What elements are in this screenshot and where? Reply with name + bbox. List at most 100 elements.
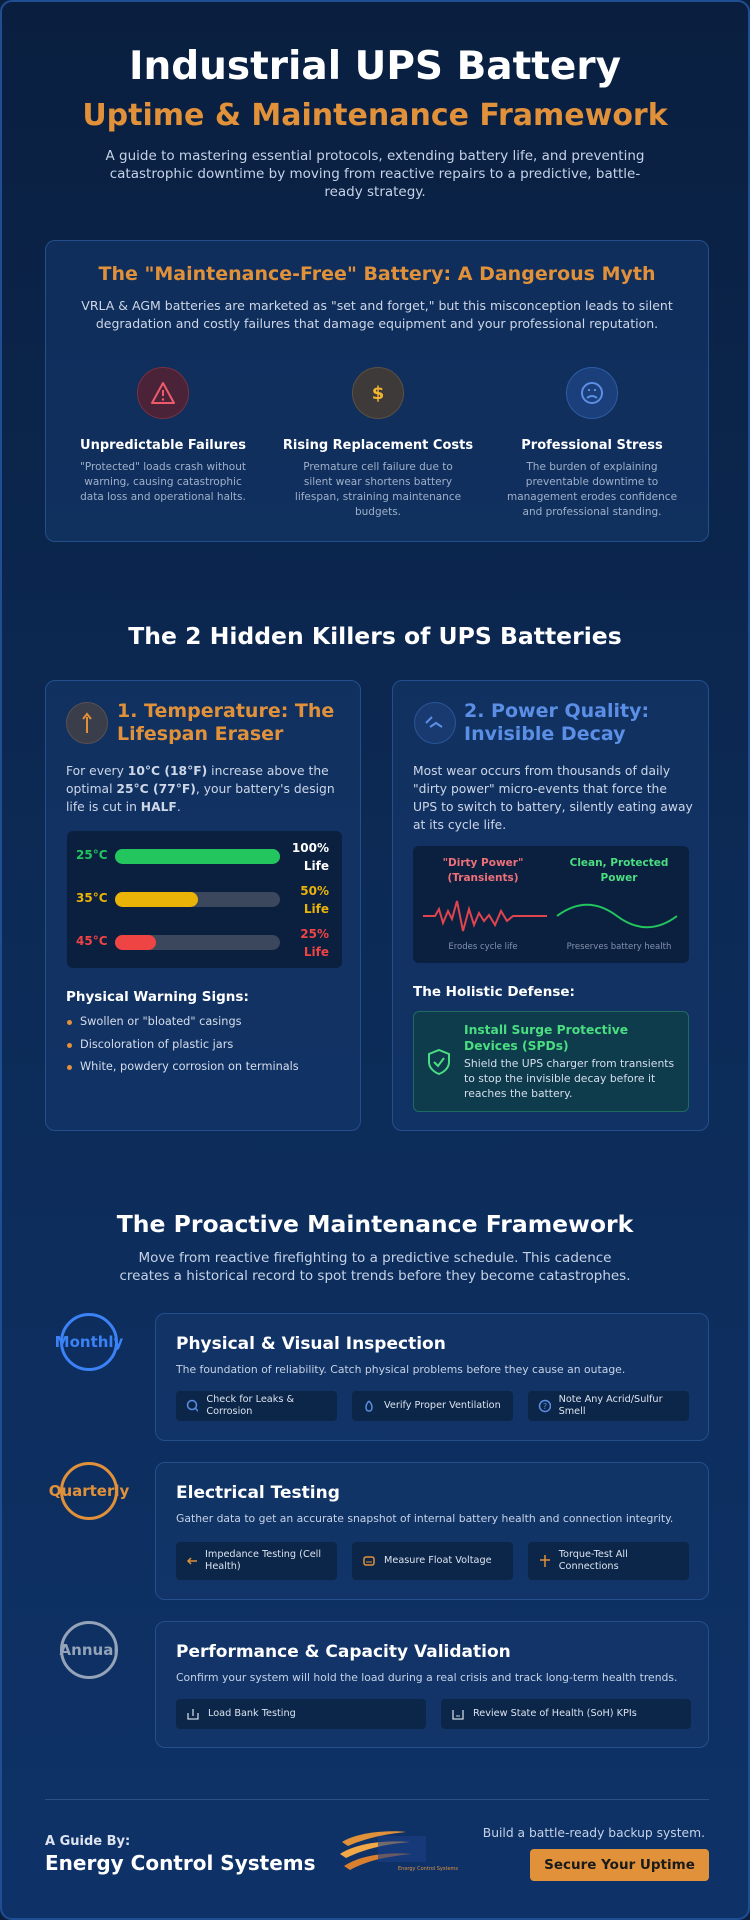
myth-item-text: Premature cell failure due to silent wea… [294,461,462,518]
task-text: Verify Proper Ventilation [384,1400,501,1411]
task: Check for Leaks & Corrosion [176,1391,337,1421]
signs-title: Physical Warning Signs: [66,989,249,1005]
dirty-label: "Dirty Power" (Transients) [442,857,524,884]
temperature-text: For every 10°C (18°F) increase above the… [66,762,346,816]
circle [538,1399,551,1413]
framework-text: Move from reactive firefighting to a pre… [119,1250,631,1284]
intro: A guide to mastering essential protocols… [105,148,645,200]
killers-title: The 2 Hidden Killers of UPS Batteries [128,622,622,650]
task-text: Torque-Test All Connections [558,1549,628,1572]
logo-text: Energy Control Systems [398,1866,459,1872]
row-card: Electrical Testing Gather data to get an… [155,1462,709,1600]
svg: $ [372,383,385,404]
power-text: Most wear occurs from thousands of daily… [413,764,693,832]
dirty-caption: Erodes cycle life [448,942,518,952]
task: ? Note Any Acrid/Sulfur Smell [528,1391,689,1421]
text-bold: HALF [140,800,177,814]
text: $ [372,383,385,404]
sign: Discoloration of plastic jars [66,1038,346,1061]
life-bar [115,849,280,864]
icon-cost: $ [352,367,404,419]
circle [581,382,603,404]
row-text: Gather data to get an accurate snapshot … [176,1512,674,1525]
text-bold: 25°C (77°F) [116,782,196,796]
guide-label: A Guide By: [45,1834,131,1849]
value-label: 25% Life [300,927,329,959]
framework-title: The Proactive Maintenance Framework [116,1210,634,1238]
bar-track [115,892,280,907]
subtitle: Uptime & Maintenance Framework [82,98,668,133]
value-label: 100% Life [291,841,329,873]
icon-stress [566,367,618,419]
path [425,716,443,728]
spd-callout: Install Surge Protective Devices (SPDs) … [413,1011,689,1112]
bar-track [115,935,280,950]
task-text: Review State of Health (SoH) KPIs [473,1708,637,1719]
row-title: Performance & Capacity Validation [176,1642,511,1662]
myth-card: The "Maintenance-Free" Battery: A Danger… [45,240,709,542]
task-list: Load Bank Testing Review State of Health… [176,1699,691,1729]
icon-power [414,702,456,744]
logo [340,1831,426,1870]
cadence: Monthly [55,1313,123,1371]
task-text: Check for Leaks & Corrosion [206,1394,295,1417]
clean-caption: Preserves battery health [566,942,672,952]
text-bold: 10°C (18°F) [127,764,208,778]
text: For every [66,764,128,778]
temp-label: 45°C [76,934,108,948]
icon-warning [137,367,189,419]
text: increase above the optimal [66,764,329,796]
path [556,903,678,929]
path [82,712,92,720]
bar-track [115,849,280,864]
task-list: Impedance Testing (Cell Health) Measure … [176,1542,689,1580]
icon-thermo [66,702,108,744]
row-text: The foundation of reliability. Catch phy… [176,1363,626,1376]
task-list: Check for Leaks & Corrosion Verify Prope… [176,1391,689,1421]
signs-list: Swollen or "bloated" casings Discolorati… [66,1015,346,1083]
icon [452,1710,464,1720]
task: Verify Proper Ventilation [352,1391,513,1421]
path [340,1841,410,1858]
text: ? [543,1402,547,1411]
power-compare: "Dirty Power" (Transients) Clean, Protec… [413,846,689,963]
defense-title: The Holistic Defense: [413,984,575,1000]
myth-item: Professional Stress The burden of explai… [492,367,692,520]
rect [363,1556,375,1566]
power-card: 2. Power Quality: Invisible Decay Most w… [392,680,709,1131]
circle [186,1399,198,1411]
power-title: 2. Power Quality: Invisible Decay [464,700,650,745]
row-text: Confirm your system will hold the load d… [176,1671,678,1684]
cadence: Annual [60,1621,118,1679]
myth-title: The "Maintenance-Free" Battery: A Danger… [98,263,656,285]
value-label: 50% Life [300,884,329,916]
svg [82,712,92,733]
path [428,1048,450,1076]
icon [540,1555,550,1567]
path [151,382,175,404]
task: Torque-Test All Connections [528,1542,689,1580]
task-text: Measure Float Voltage [384,1555,492,1566]
myth-item-title: Professional Stress [521,438,663,453]
text: . [176,800,181,814]
path [186,1557,192,1565]
sign: White, powdery corrosion on terminals [66,1060,346,1083]
clean-label: Clean, Protected Power [569,857,669,884]
task: Load Bank Testing [176,1699,426,1729]
life-bar [115,935,157,950]
cta-button[interactable]: Secure Your Uptime [530,1849,709,1881]
row-title: Electrical Testing [176,1483,340,1503]
path [452,1710,464,1720]
cadence: Quarterly [49,1462,129,1520]
text: , your battery's design life is cut in [66,782,335,814]
icon [363,1556,375,1566]
title: Industrial UPS Battery [128,44,622,89]
callout-title: Install Surge Protective Devices (SPDs) [464,1023,629,1053]
tagline: Build a battle-ready backup system. [482,1826,705,1840]
row-title: Physical & Visual Inspection [176,1334,446,1354]
svg [151,382,175,404]
svg [425,716,443,728]
circle [161,398,165,401]
icon [186,1399,199,1413]
waveforms [423,900,678,932]
